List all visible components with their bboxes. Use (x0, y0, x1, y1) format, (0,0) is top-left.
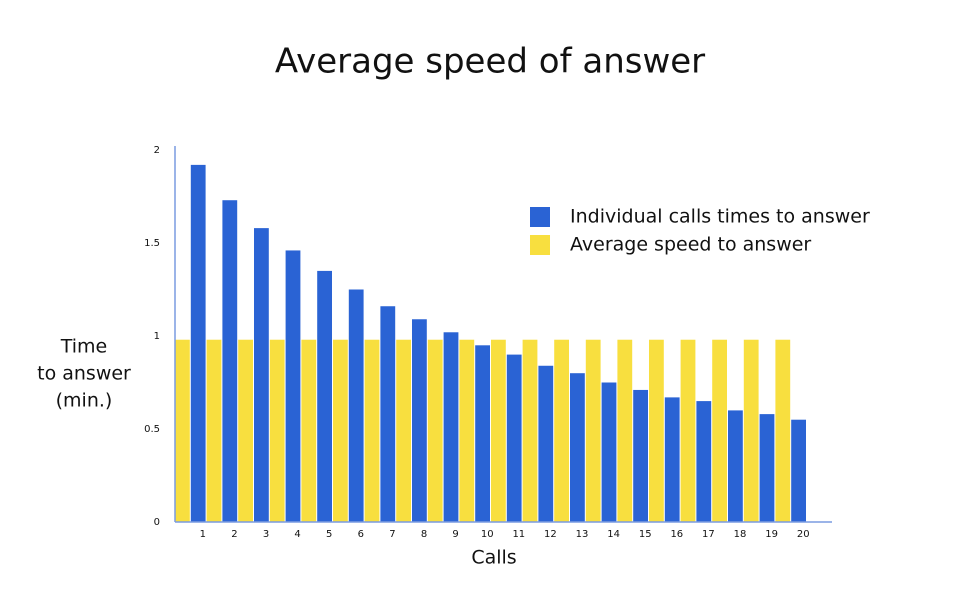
legend-label: Individual calls times to answer (570, 206, 870, 228)
bar (427, 339, 443, 522)
y-tick-label: 1.5 (144, 238, 160, 249)
bar (775, 339, 791, 522)
bar (791, 419, 806, 522)
x-tick-label: 15 (639, 529, 652, 540)
bar (459, 339, 475, 522)
bar (206, 339, 222, 522)
bar (190, 164, 206, 522)
bar (522, 339, 538, 522)
bar (238, 339, 253, 522)
x-tick-label: 1 (200, 529, 206, 540)
bar (743, 339, 759, 522)
bar (570, 373, 585, 522)
bar (633, 389, 648, 522)
x-tick-label: 12 (544, 529, 557, 540)
bar (696, 401, 712, 522)
x-tick-label: 11 (512, 529, 525, 540)
bar (269, 339, 285, 522)
bar (491, 339, 506, 522)
x-tick-label: 7 (389, 529, 395, 540)
x-tick-label: 20 (797, 529, 810, 540)
chart-title: Average speed of answer (275, 42, 705, 82)
bar (443, 332, 459, 522)
bar (254, 228, 269, 522)
y-tick-label: 0 (154, 517, 160, 528)
bar (348, 289, 364, 522)
x-tick-label: 9 (452, 529, 458, 540)
bar (601, 382, 617, 522)
x-tick-label: 5 (326, 529, 332, 540)
bar (585, 339, 601, 522)
y-tick-label: 0.5 (144, 424, 160, 435)
x-tick-label: 4 (294, 529, 300, 540)
legend-label: Average speed to answer (570, 234, 811, 256)
bar (649, 339, 664, 522)
y-axis-label: to answer (37, 363, 131, 385)
bar (380, 306, 396, 522)
x-tick-label: 17 (702, 529, 715, 540)
bar (554, 339, 569, 522)
x-tick-label: 16 (670, 529, 683, 540)
bar (680, 339, 696, 522)
y-axis-label: (min.) (56, 390, 113, 412)
bar (759, 414, 775, 522)
x-axis-label: Calls (471, 547, 516, 569)
legend-swatch (530, 235, 550, 255)
y-tick-label: 2 (154, 145, 160, 156)
x-tick-label: 14 (607, 529, 620, 540)
bar (175, 339, 190, 522)
x-tick-label: 6 (358, 529, 364, 540)
bar (664, 397, 680, 522)
bar (317, 270, 332, 522)
x-tick-label: 10 (481, 529, 494, 540)
bar (412, 319, 427, 522)
x-tick-label: 2 (231, 529, 237, 540)
bar (396, 339, 411, 522)
x-tick-label: 8 (421, 529, 427, 540)
x-tick-label: 3 (263, 529, 269, 540)
x-tick-label: 13 (576, 529, 589, 540)
legend-swatch (530, 207, 550, 227)
bar (728, 410, 743, 522)
bar (506, 354, 522, 522)
bar (475, 345, 490, 522)
bar (333, 339, 348, 522)
x-tick-label: 19 (765, 529, 778, 540)
bar (538, 365, 554, 522)
bar (285, 250, 301, 522)
y-axis-label: Time (60, 336, 108, 358)
bar (712, 339, 727, 522)
bar (617, 339, 633, 522)
x-tick-label: 18 (734, 529, 747, 540)
bar (301, 339, 317, 522)
bar (364, 339, 380, 522)
bar (222, 200, 238, 522)
y-tick-label: 1 (154, 331, 160, 342)
